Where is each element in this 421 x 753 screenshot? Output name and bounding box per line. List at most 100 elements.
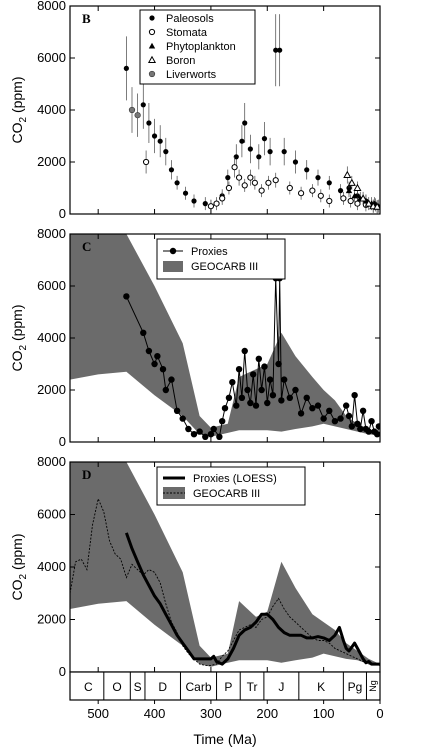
panel-b-ylabel: CO2 (ppm) bbox=[9, 76, 29, 143]
y-tick-label: 0 bbox=[59, 664, 66, 679]
data-point-paleosols bbox=[191, 198, 197, 204]
data-point-paleosols bbox=[157, 138, 163, 144]
proxy-point bbox=[351, 392, 358, 399]
legend-label: GEOCARB III bbox=[191, 261, 258, 273]
data-point-boron bbox=[364, 199, 373, 207]
data-point-paleosols bbox=[146, 120, 152, 126]
proxy-point bbox=[216, 433, 223, 440]
panel-b-data-layer bbox=[123, 14, 380, 214]
data-point-phytoplankton bbox=[351, 192, 358, 199]
data-point-paleosols bbox=[261, 136, 268, 142]
period-label-s: S bbox=[134, 680, 142, 694]
proxy-point bbox=[261, 363, 268, 370]
proxy-point bbox=[249, 371, 257, 378]
data-point-boron bbox=[373, 202, 380, 210]
panel-d: 0 2000 4000 6000 8000 D CO2 (ppm) Proxies (L… bbox=[9, 454, 381, 679]
period-label-ng: Ng bbox=[368, 680, 378, 692]
panel-d-ylabel: CO2 (ppm) bbox=[9, 533, 29, 600]
period-label-j: J bbox=[278, 680, 284, 694]
data-point-phytoplankton bbox=[345, 187, 353, 194]
legend-label: Stomata bbox=[166, 27, 208, 39]
y-tick-label: 2000 bbox=[37, 154, 66, 169]
legend-label: Proxies bbox=[191, 246, 228, 258]
proxy-point bbox=[292, 386, 299, 394]
proxy-point bbox=[348, 423, 356, 430]
data-point-stomata bbox=[241, 182, 248, 189]
proxy-point bbox=[229, 379, 236, 386]
data-point-boron bbox=[347, 178, 356, 186]
data-point-paleosols bbox=[182, 190, 189, 196]
proxy-point bbox=[320, 415, 327, 422]
proxy-point bbox=[345, 412, 353, 420]
legend-marker-paleosols bbox=[149, 15, 155, 21]
proxy-point bbox=[278, 397, 285, 404]
data-point-stomata bbox=[286, 184, 293, 192]
panel-d-data-layer bbox=[70, 497, 380, 666]
panel-d-ylabel-sub: 2 bbox=[18, 574, 29, 580]
proxy-point bbox=[140, 329, 147, 336]
period-label-d: D bbox=[158, 680, 167, 694]
panel-b-axis-layer: 0 2000 4000 6000 8000 bbox=[37, 0, 381, 221]
y-tick-label: 8000 bbox=[37, 454, 66, 469]
data-point-stomata bbox=[309, 187, 316, 194]
proxy-point bbox=[255, 355, 263, 362]
data-point-stomata bbox=[317, 192, 324, 199]
panel-d-ylabel-unit: (ppm) bbox=[9, 533, 25, 573]
panel-d-band-layer bbox=[70, 462, 380, 667]
y-tick-label: 2000 bbox=[37, 612, 66, 627]
proxy-point bbox=[244, 386, 251, 394]
data-point-boron bbox=[343, 170, 352, 179]
legend-label: Paleosols bbox=[166, 13, 214, 25]
proxy-point bbox=[207, 431, 215, 438]
proxy-point bbox=[314, 402, 322, 409]
period-label-p: P bbox=[224, 680, 232, 694]
x-tick-label: 100 bbox=[313, 706, 335, 721]
proxy-point bbox=[218, 418, 226, 425]
legend-box bbox=[156, 238, 286, 280]
panel-b-ylabel-sub: 2 bbox=[18, 117, 29, 123]
data-point-stomata bbox=[258, 187, 265, 194]
y-tick-label: 6000 bbox=[37, 50, 66, 65]
proxy-point bbox=[326, 407, 333, 414]
period-label-pg: Pg bbox=[348, 680, 363, 694]
x-tick-label: 300 bbox=[200, 706, 222, 721]
proxy-point bbox=[162, 386, 170, 394]
data-point-paleosols bbox=[239, 138, 245, 144]
geologic-period-bar: C O S D Carb P Tr J K Pg Ng bbox=[69, 671, 381, 701]
proxy-point bbox=[252, 402, 260, 409]
data-point-stomata bbox=[219, 195, 226, 202]
data-point-stomata bbox=[207, 203, 215, 210]
panel-c-axis-layer: 0 2000 4000 6000 8000 bbox=[37, 226, 381, 449]
data-point-boron bbox=[359, 194, 368, 202]
proxy-point bbox=[247, 399, 254, 407]
proxy-point bbox=[241, 347, 248, 355]
proxy-point bbox=[179, 415, 186, 422]
proxy-point bbox=[266, 376, 274, 383]
data-point-stomata bbox=[235, 174, 243, 181]
period-bar-frame bbox=[69, 671, 381, 701]
y-tick-label: 6000 bbox=[37, 278, 66, 293]
period-label-tr: Tr bbox=[247, 680, 258, 694]
legend-label: Phytoplankton bbox=[166, 41, 236, 53]
proxy-point bbox=[373, 431, 380, 438]
data-point-stomata bbox=[251, 179, 258, 186]
x-axis-title: Time (Ma) bbox=[193, 731, 256, 747]
proxy-point bbox=[221, 405, 229, 412]
x-tick-label: 500 bbox=[87, 706, 109, 721]
proxy-point bbox=[154, 353, 161, 360]
panel-c-ylabel-main: CO bbox=[9, 350, 25, 371]
period-label-c: C bbox=[84, 680, 93, 694]
proxy-point bbox=[275, 360, 282, 368]
y-tick-label: 4000 bbox=[37, 102, 66, 117]
y-tick-label: 4000 bbox=[37, 330, 66, 345]
data-point-liverworts bbox=[128, 106, 136, 114]
panel-c-legend: Proxies GEOCARB III bbox=[156, 238, 286, 280]
panel-c-data-layer bbox=[123, 275, 380, 440]
data-point-paleosols bbox=[292, 159, 299, 165]
x-tick-label: 0 bbox=[376, 706, 383, 721]
geocarb-band bbox=[70, 462, 380, 667]
data-point-paleosols bbox=[256, 154, 262, 160]
x-axis-tick-labels: 500 400 300 200 100 0 bbox=[87, 700, 384, 721]
panel-d-letter: D bbox=[82, 467, 91, 482]
